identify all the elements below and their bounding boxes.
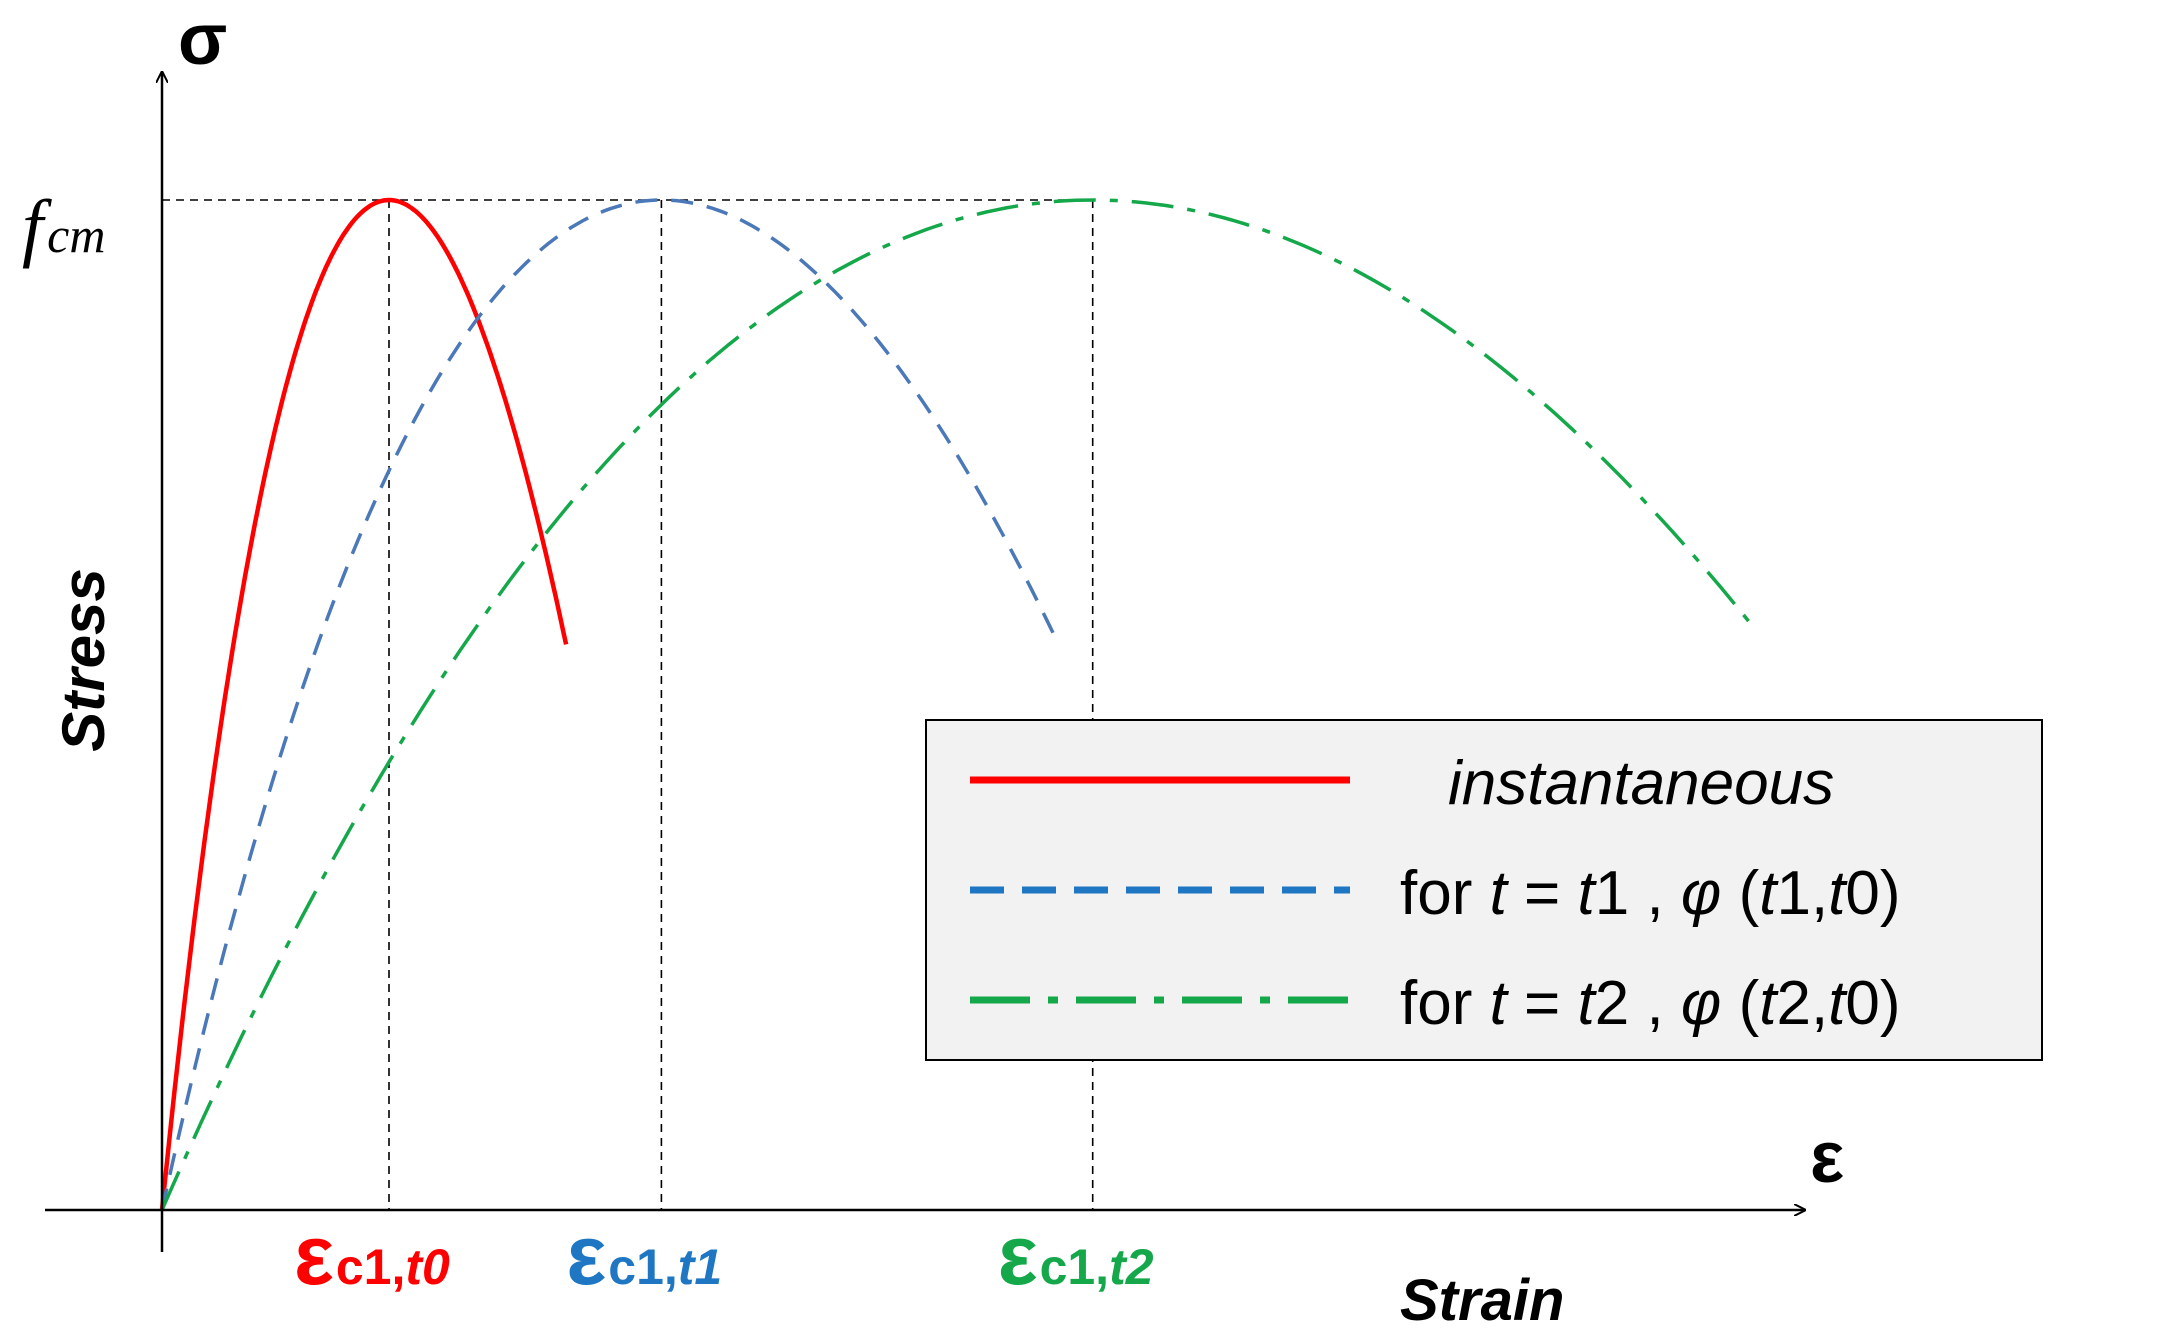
legend-label-instantaneous: instantaneous <box>1448 749 1834 818</box>
strain-label-t2: εc1,t2 <box>998 1208 1154 1302</box>
peak-stress-label: fcm <box>22 185 105 269</box>
legend: instantaneous for t = t1 , φ (t1,t0) for t… <box>925 719 2043 1061</box>
reference-lines <box>162 199 1094 1210</box>
curve-t2 <box>160 198 1753 1211</box>
y-axis-symbol: σ <box>178 0 227 80</box>
strain-label-instantaneous: εc1,t0 <box>294 1208 450 1302</box>
curve-instantaneous <box>159 197 569 1211</box>
legend-label-t2: for t = t2 , φ (t2,t0) <box>1400 969 1901 1038</box>
peak-stress-sub: cm <box>47 207 105 263</box>
y-axis-label: Stress <box>50 568 117 751</box>
strain-labels: εc1,t0 εc1,t1 εc1,t2 <box>294 1208 1154 1302</box>
strain-label-t1: εc1,t1 <box>566 1208 722 1302</box>
x-axis-label: Strain <box>1400 1268 1564 1333</box>
x-axis-symbol: ε <box>1810 1118 1844 1198</box>
legend-label-t1: for t = t1 , φ (t1,t0) <box>1400 859 1901 928</box>
stress-strain-curves <box>159 197 1753 1211</box>
curve-t1 <box>160 198 1061 1211</box>
